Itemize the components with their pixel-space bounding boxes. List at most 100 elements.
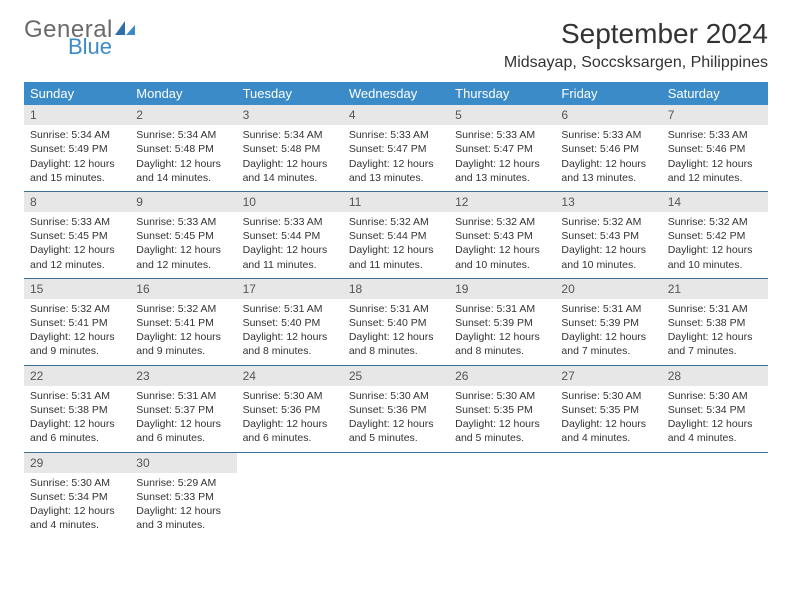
day-sunrise: Sunrise: 5:33 AM <box>561 128 655 142</box>
day-daylight2: and 8 minutes. <box>243 344 337 358</box>
day-sunset: Sunset: 5:37 PM <box>136 403 230 417</box>
day-daylight1: Daylight: 12 hours <box>668 157 762 171</box>
day-details: Sunrise: 5:31 AMSunset: 5:40 PMDaylight:… <box>237 299 343 365</box>
day-daylight1: Daylight: 12 hours <box>136 330 230 344</box>
day-details: Sunrise: 5:31 AMSunset: 5:38 PMDaylight:… <box>662 299 768 365</box>
day-daylight1: Daylight: 12 hours <box>136 157 230 171</box>
day-number: 18 <box>343 279 449 299</box>
day-daylight1: Daylight: 12 hours <box>561 330 655 344</box>
day-details: Sunrise: 5:33 AMSunset: 5:44 PMDaylight:… <box>237 212 343 278</box>
day-sunset: Sunset: 5:44 PM <box>243 229 337 243</box>
day-sunset: Sunset: 5:46 PM <box>561 142 655 156</box>
day-daylight1: Daylight: 12 hours <box>349 417 443 431</box>
day-number: 25 <box>343 366 449 386</box>
day-sunrise: Sunrise: 5:31 AM <box>668 302 762 316</box>
day-daylight2: and 14 minutes. <box>136 171 230 185</box>
day-number: 21 <box>662 279 768 299</box>
calendar-day-cell <box>662 452 768 538</box>
day-sunset: Sunset: 5:36 PM <box>243 403 337 417</box>
calendar-table: Sunday Monday Tuesday Wednesday Thursday… <box>24 82 768 538</box>
day-sunrise: Sunrise: 5:32 AM <box>136 302 230 316</box>
weekday-header-row: Sunday Monday Tuesday Wednesday Thursday… <box>24 82 768 105</box>
day-sunrise: Sunrise: 5:30 AM <box>243 389 337 403</box>
day-number: 4 <box>343 105 449 125</box>
day-number: 6 <box>555 105 661 125</box>
day-number: 16 <box>130 279 236 299</box>
day-sunrise: Sunrise: 5:30 AM <box>455 389 549 403</box>
day-daylight2: and 12 minutes. <box>668 171 762 185</box>
day-number: 14 <box>662 192 768 212</box>
day-daylight2: and 11 minutes. <box>243 258 337 272</box>
day-sunset: Sunset: 5:39 PM <box>561 316 655 330</box>
day-details: Sunrise: 5:32 AMSunset: 5:43 PMDaylight:… <box>555 212 661 278</box>
day-daylight2: and 9 minutes. <box>30 344 124 358</box>
day-sunrise: Sunrise: 5:33 AM <box>136 215 230 229</box>
day-daylight1: Daylight: 12 hours <box>30 417 124 431</box>
day-details: Sunrise: 5:34 AMSunset: 5:49 PMDaylight:… <box>24 125 130 191</box>
day-daylight2: and 5 minutes. <box>455 431 549 445</box>
day-sunset: Sunset: 5:41 PM <box>136 316 230 330</box>
day-daylight1: Daylight: 12 hours <box>243 243 337 257</box>
day-number: 23 <box>130 366 236 386</box>
logo-text-blue: Blue <box>68 36 137 58</box>
calendar-day-cell: 21Sunrise: 5:31 AMSunset: 5:38 PMDayligh… <box>662 278 768 365</box>
day-details: Sunrise: 5:32 AMSunset: 5:42 PMDaylight:… <box>662 212 768 278</box>
day-sunrise: Sunrise: 5:32 AM <box>30 302 124 316</box>
day-details: Sunrise: 5:31 AMSunset: 5:38 PMDaylight:… <box>24 386 130 452</box>
day-details: Sunrise: 5:32 AMSunset: 5:41 PMDaylight:… <box>24 299 130 365</box>
day-daylight1: Daylight: 12 hours <box>455 417 549 431</box>
day-daylight1: Daylight: 12 hours <box>349 330 443 344</box>
day-sunrise: Sunrise: 5:32 AM <box>668 215 762 229</box>
day-daylight2: and 4 minutes. <box>30 518 124 532</box>
logo: General Blue <box>24 18 137 58</box>
day-number: 13 <box>555 192 661 212</box>
day-details: Sunrise: 5:31 AMSunset: 5:37 PMDaylight:… <box>130 386 236 452</box>
day-daylight2: and 4 minutes. <box>668 431 762 445</box>
calendar-day-cell: 30Sunrise: 5:29 AMSunset: 5:33 PMDayligh… <box>130 452 236 538</box>
weekday-header: Thursday <box>449 82 555 105</box>
day-details: Sunrise: 5:32 AMSunset: 5:44 PMDaylight:… <box>343 212 449 278</box>
page-subtitle: Midsayap, Soccsksargen, Philippines <box>504 54 768 72</box>
day-sunset: Sunset: 5:43 PM <box>561 229 655 243</box>
day-daylight2: and 12 minutes. <box>136 258 230 272</box>
calendar-day-cell: 27Sunrise: 5:30 AMSunset: 5:35 PMDayligh… <box>555 365 661 452</box>
day-daylight2: and 6 minutes. <box>136 431 230 445</box>
day-sunset: Sunset: 5:34 PM <box>30 490 124 504</box>
day-sunset: Sunset: 5:42 PM <box>668 229 762 243</box>
day-daylight1: Daylight: 12 hours <box>30 330 124 344</box>
day-daylight1: Daylight: 12 hours <box>243 330 337 344</box>
day-daylight1: Daylight: 12 hours <box>243 157 337 171</box>
calendar-day-cell: 1Sunrise: 5:34 AMSunset: 5:49 PMDaylight… <box>24 105 130 191</box>
day-daylight2: and 11 minutes. <box>349 258 443 272</box>
day-daylight2: and 10 minutes. <box>668 258 762 272</box>
calendar-day-cell: 4Sunrise: 5:33 AMSunset: 5:47 PMDaylight… <box>343 105 449 191</box>
day-number: 20 <box>555 279 661 299</box>
day-details: Sunrise: 5:30 AMSunset: 5:34 PMDaylight:… <box>662 386 768 452</box>
day-sunset: Sunset: 5:45 PM <box>30 229 124 243</box>
calendar-day-cell: 13Sunrise: 5:32 AMSunset: 5:43 PMDayligh… <box>555 191 661 278</box>
day-sunrise: Sunrise: 5:30 AM <box>30 476 124 490</box>
calendar-day-cell: 6Sunrise: 5:33 AMSunset: 5:46 PMDaylight… <box>555 105 661 191</box>
day-sunrise: Sunrise: 5:31 AM <box>349 302 443 316</box>
day-sunset: Sunset: 5:36 PM <box>349 403 443 417</box>
calendar-day-cell: 17Sunrise: 5:31 AMSunset: 5:40 PMDayligh… <box>237 278 343 365</box>
day-details: Sunrise: 5:33 AMSunset: 5:45 PMDaylight:… <box>24 212 130 278</box>
day-sunset: Sunset: 5:38 PM <box>668 316 762 330</box>
day-sunset: Sunset: 5:39 PM <box>455 316 549 330</box>
day-number: 3 <box>237 105 343 125</box>
day-number: 9 <box>130 192 236 212</box>
day-sunrise: Sunrise: 5:32 AM <box>349 215 443 229</box>
calendar-day-cell: 25Sunrise: 5:30 AMSunset: 5:36 PMDayligh… <box>343 365 449 452</box>
day-daylight1: Daylight: 12 hours <box>30 243 124 257</box>
day-daylight1: Daylight: 12 hours <box>561 243 655 257</box>
calendar-day-cell <box>237 452 343 538</box>
day-details: Sunrise: 5:33 AMSunset: 5:45 PMDaylight:… <box>130 212 236 278</box>
calendar-day-cell: 23Sunrise: 5:31 AMSunset: 5:37 PMDayligh… <box>130 365 236 452</box>
day-daylight2: and 14 minutes. <box>243 171 337 185</box>
day-daylight1: Daylight: 12 hours <box>668 330 762 344</box>
day-details: Sunrise: 5:31 AMSunset: 5:39 PMDaylight:… <box>449 299 555 365</box>
day-details: Sunrise: 5:34 AMSunset: 5:48 PMDaylight:… <box>130 125 236 191</box>
day-sunrise: Sunrise: 5:34 AM <box>243 128 337 142</box>
day-sunset: Sunset: 5:49 PM <box>30 142 124 156</box>
day-daylight2: and 4 minutes. <box>561 431 655 445</box>
